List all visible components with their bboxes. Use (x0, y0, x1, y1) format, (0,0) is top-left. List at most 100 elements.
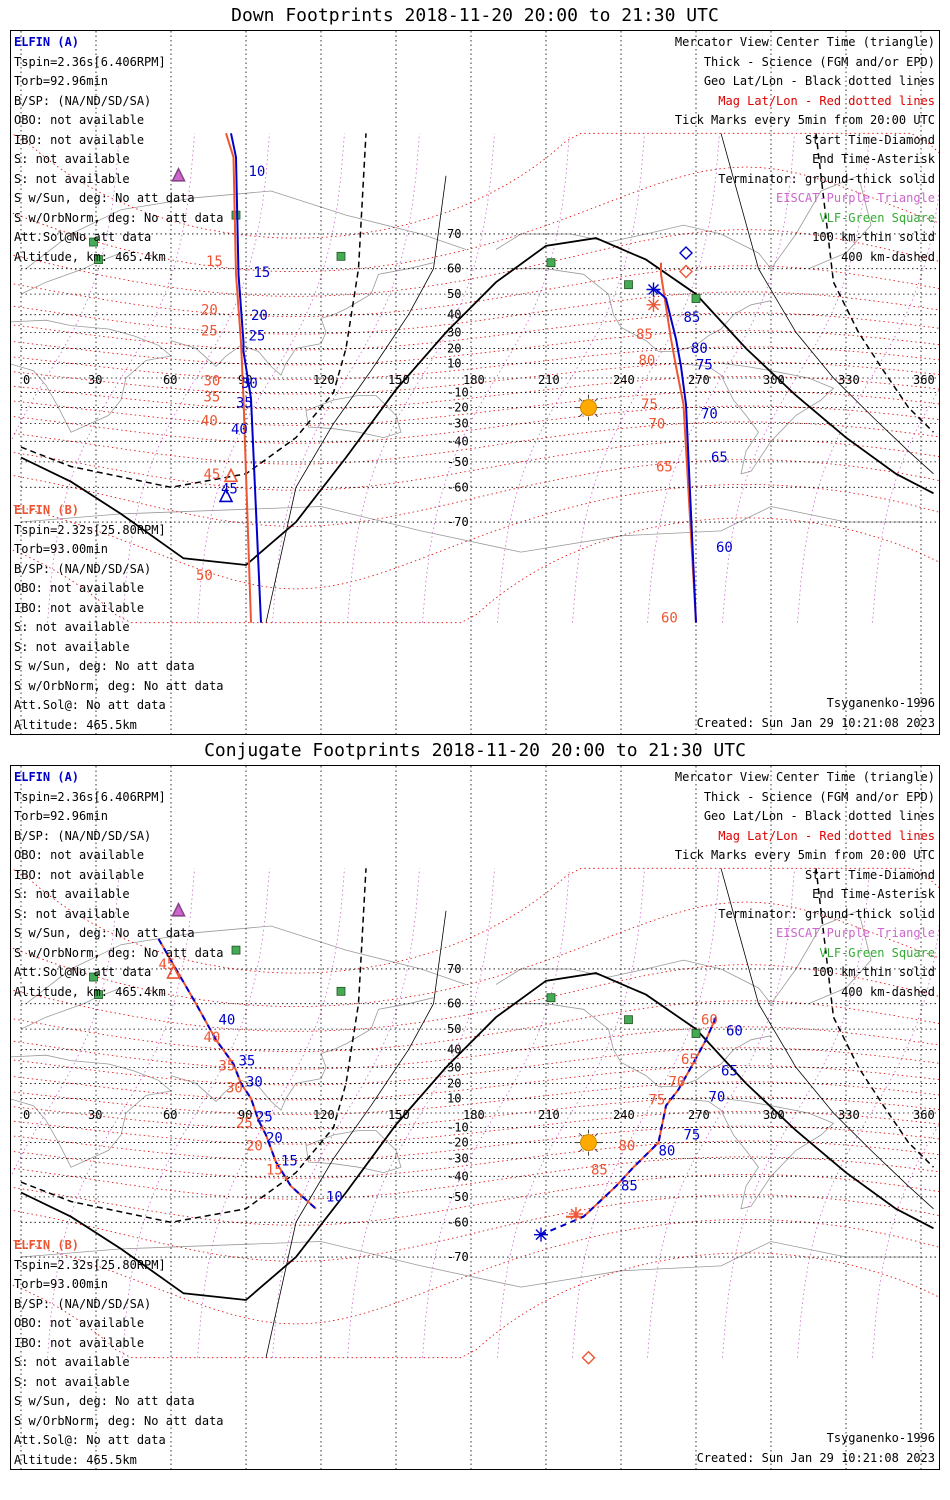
mag-lat-line (11, 1125, 939, 1161)
mag-lon-line (572, 133, 720, 623)
mag-lon-line (47, 133, 195, 623)
lon-tick-label: 360 (913, 1108, 935, 1122)
sun-ray (594, 1148, 599, 1153)
lon-tick-label: 120 (313, 1108, 335, 1122)
mag-lat-line (11, 1065, 939, 1101)
legend-line: Tick Marks every 5min from 20:00 UTC (674, 113, 935, 127)
lat-tick-label: 50 (447, 1022, 461, 1036)
elfin-a-time-label: 20 (266, 1131, 283, 1147)
legend-line: Tick Marks every 5min from 20:00 UTC (674, 848, 935, 862)
elfin-b-line: Torb=93.00min (14, 1277, 108, 1291)
elfin-a-line: IBO: not available (14, 867, 145, 882)
vlf-station-square (231, 210, 241, 220)
vlf-station-square (546, 258, 556, 268)
coastline (305, 395, 402, 439)
coastline (508, 268, 772, 352)
lat-tick-label: -60 (447, 480, 469, 494)
lon-tick-label: 330 (838, 1108, 860, 1122)
elfin-a-line: B/SP: (NA/ND/SD/SA) (14, 828, 152, 843)
elfin-b-time-label: 20 (246, 1138, 263, 1154)
mag-lon-line (347, 133, 495, 623)
mag-lon-line (197, 868, 345, 1358)
elfin-b-info: ELFIN (B) Tspin=2.32s[25.80RPM] Torb=93.… (14, 501, 224, 734)
elfin-b-time-label: 30 (204, 373, 221, 389)
mag-lon-line (47, 868, 195, 1358)
mag-lon-line (572, 868, 720, 1358)
mag-lon-line (272, 133, 420, 623)
mag-lon-line (197, 133, 345, 623)
elfin-a-line: OBO: not available (14, 848, 145, 862)
terminator-line (20, 237, 934, 566)
terminator-400km-line (20, 133, 367, 489)
lat-tick-label: 40 (447, 1043, 461, 1057)
lat-tick-label: 20 (447, 1076, 461, 1090)
terminator-100km-line (720, 868, 934, 1210)
mag-lon-line (11, 133, 120, 443)
elfin-b-time-label: 60 (661, 611, 678, 627)
legend-line: Thick - Science (FGM and/or EPD) (703, 54, 935, 69)
mag-lat-line (11, 867, 939, 974)
coastline (305, 1130, 402, 1174)
sun-icon (580, 1134, 597, 1152)
lon-tick-label: 270 (688, 1108, 710, 1122)
elfin-a-line: S w/Sun, deg: No att data (14, 191, 195, 205)
mag-lon-line (272, 868, 420, 1358)
elfin-b-line: IBO: not available (14, 600, 145, 615)
elfin-a-time-label: 70 (709, 1089, 726, 1105)
elfin-a-line: Att.Sol@No att data (14, 965, 152, 979)
elfin-b-time-label: 80 (639, 353, 656, 369)
elfin-b-name: ELFIN (B) (14, 503, 80, 517)
mag-lon-line (122, 133, 270, 623)
sun-ray (578, 1148, 583, 1153)
mag-lat-line (11, 1081, 939, 1115)
elfin-a-time-label: 65 (721, 1064, 738, 1080)
coastline (11, 1054, 172, 1168)
vlf-station-square (691, 1029, 701, 1038)
elfin-a-time-label: 80 (659, 1143, 676, 1159)
elfin-b-time-label: 70 (669, 1074, 686, 1090)
coastline (495, 224, 772, 269)
vlf-station-square (94, 990, 103, 999)
lat-tick-label: 30 (447, 1060, 461, 1074)
vlf-station-square (691, 294, 701, 303)
mag-lat-line (11, 1047, 939, 1086)
lon-tick-label: 30 (88, 373, 102, 387)
lat-tick-label: -70 (447, 1250, 469, 1264)
elfin-a-line: Altitude, km: 465.4km (14, 984, 166, 999)
elfin-b-time-label: 40 (201, 413, 218, 429)
vlf-station-square (546, 993, 556, 1003)
coastline (11, 319, 172, 433)
panel-conjugate: 0 30 60 90 120 150 180 210 240 270 300 330 360 70 60 50… (10, 765, 940, 1470)
coastline (675, 1098, 835, 1210)
panel-down: 0 30 60 90 120 150 180 210 240 270 300 330 360 70 60 50… (10, 30, 940, 735)
elfin-b-line: Tspin=2.32s[25.80RPM] (14, 1257, 166, 1272)
coastline (20, 252, 122, 295)
legend-line: Start Time-Diamond (804, 867, 935, 882)
elfin-b-track (225, 133, 252, 623)
lat-tick-label: 60 (447, 997, 461, 1011)
elfin-b-line: Altitude: 465.5km (14, 717, 137, 732)
mag-lon-line (497, 868, 645, 1358)
legend: Mercator View Center Time (triangle) Thi… (675, 768, 935, 1002)
mag-lon-line (347, 868, 495, 1358)
lat-tick-label: 50 (447, 287, 461, 301)
elfin-a-line: Altitude, km: 465.4km (14, 249, 166, 264)
sun-ray (594, 413, 599, 418)
elfin-b-line: Torb=93.00min (14, 542, 108, 556)
vlf-station-square (624, 1015, 633, 1025)
elfin-a-time-label: 35 (239, 1054, 256, 1070)
legend-line: Mercator View Center Time (triangle) (674, 35, 935, 49)
elfin-b-line: S: not available (14, 1374, 130, 1389)
coastline (170, 997, 434, 1111)
vlf-station-square (89, 237, 98, 247)
mag-lon-line (422, 133, 570, 623)
lat-tick-label: -30 (447, 417, 469, 431)
elfin-a-track (540, 1016, 717, 1236)
elfin-b-time-label: 45 (159, 957, 176, 973)
lat-tick-label: 10 (447, 356, 461, 370)
vlf-station-square (89, 972, 98, 982)
lon-tick-label: 360 (913, 373, 935, 387)
mag-lat-line (11, 1252, 939, 1359)
elfin-b-time-label: 25 (236, 1116, 253, 1132)
lat-tick-label: -40 (447, 1169, 469, 1183)
